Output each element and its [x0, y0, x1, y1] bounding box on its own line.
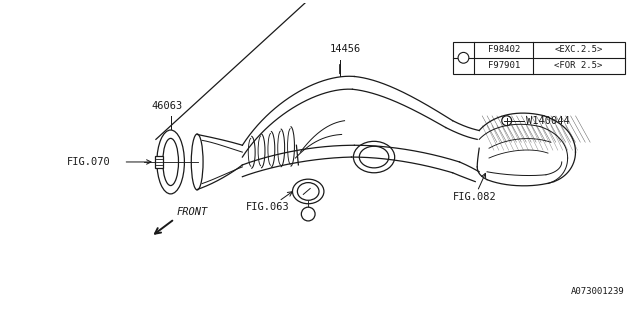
Text: 1: 1 — [461, 53, 466, 62]
Text: W140044: W140044 — [526, 116, 570, 126]
Circle shape — [458, 52, 469, 63]
Text: FIG.063: FIG.063 — [246, 202, 290, 212]
Text: 46063: 46063 — [151, 101, 182, 111]
Text: A073001239: A073001239 — [571, 287, 625, 296]
Text: FIG.082: FIG.082 — [452, 192, 497, 202]
Text: F97901: F97901 — [488, 61, 520, 70]
Text: <EXC.2.5>: <EXC.2.5> — [554, 45, 603, 54]
Text: 14456: 14456 — [330, 44, 361, 54]
Bar — [452, 42, 625, 74]
Bar — [155, 156, 163, 168]
Circle shape — [301, 207, 315, 221]
Circle shape — [502, 116, 511, 126]
Text: FRONT: FRONT — [177, 207, 208, 217]
Text: F98402: F98402 — [488, 45, 520, 54]
Text: 1: 1 — [306, 210, 310, 219]
Text: <FOR 2.5>: <FOR 2.5> — [554, 61, 603, 70]
Text: FIG.070: FIG.070 — [67, 157, 110, 167]
